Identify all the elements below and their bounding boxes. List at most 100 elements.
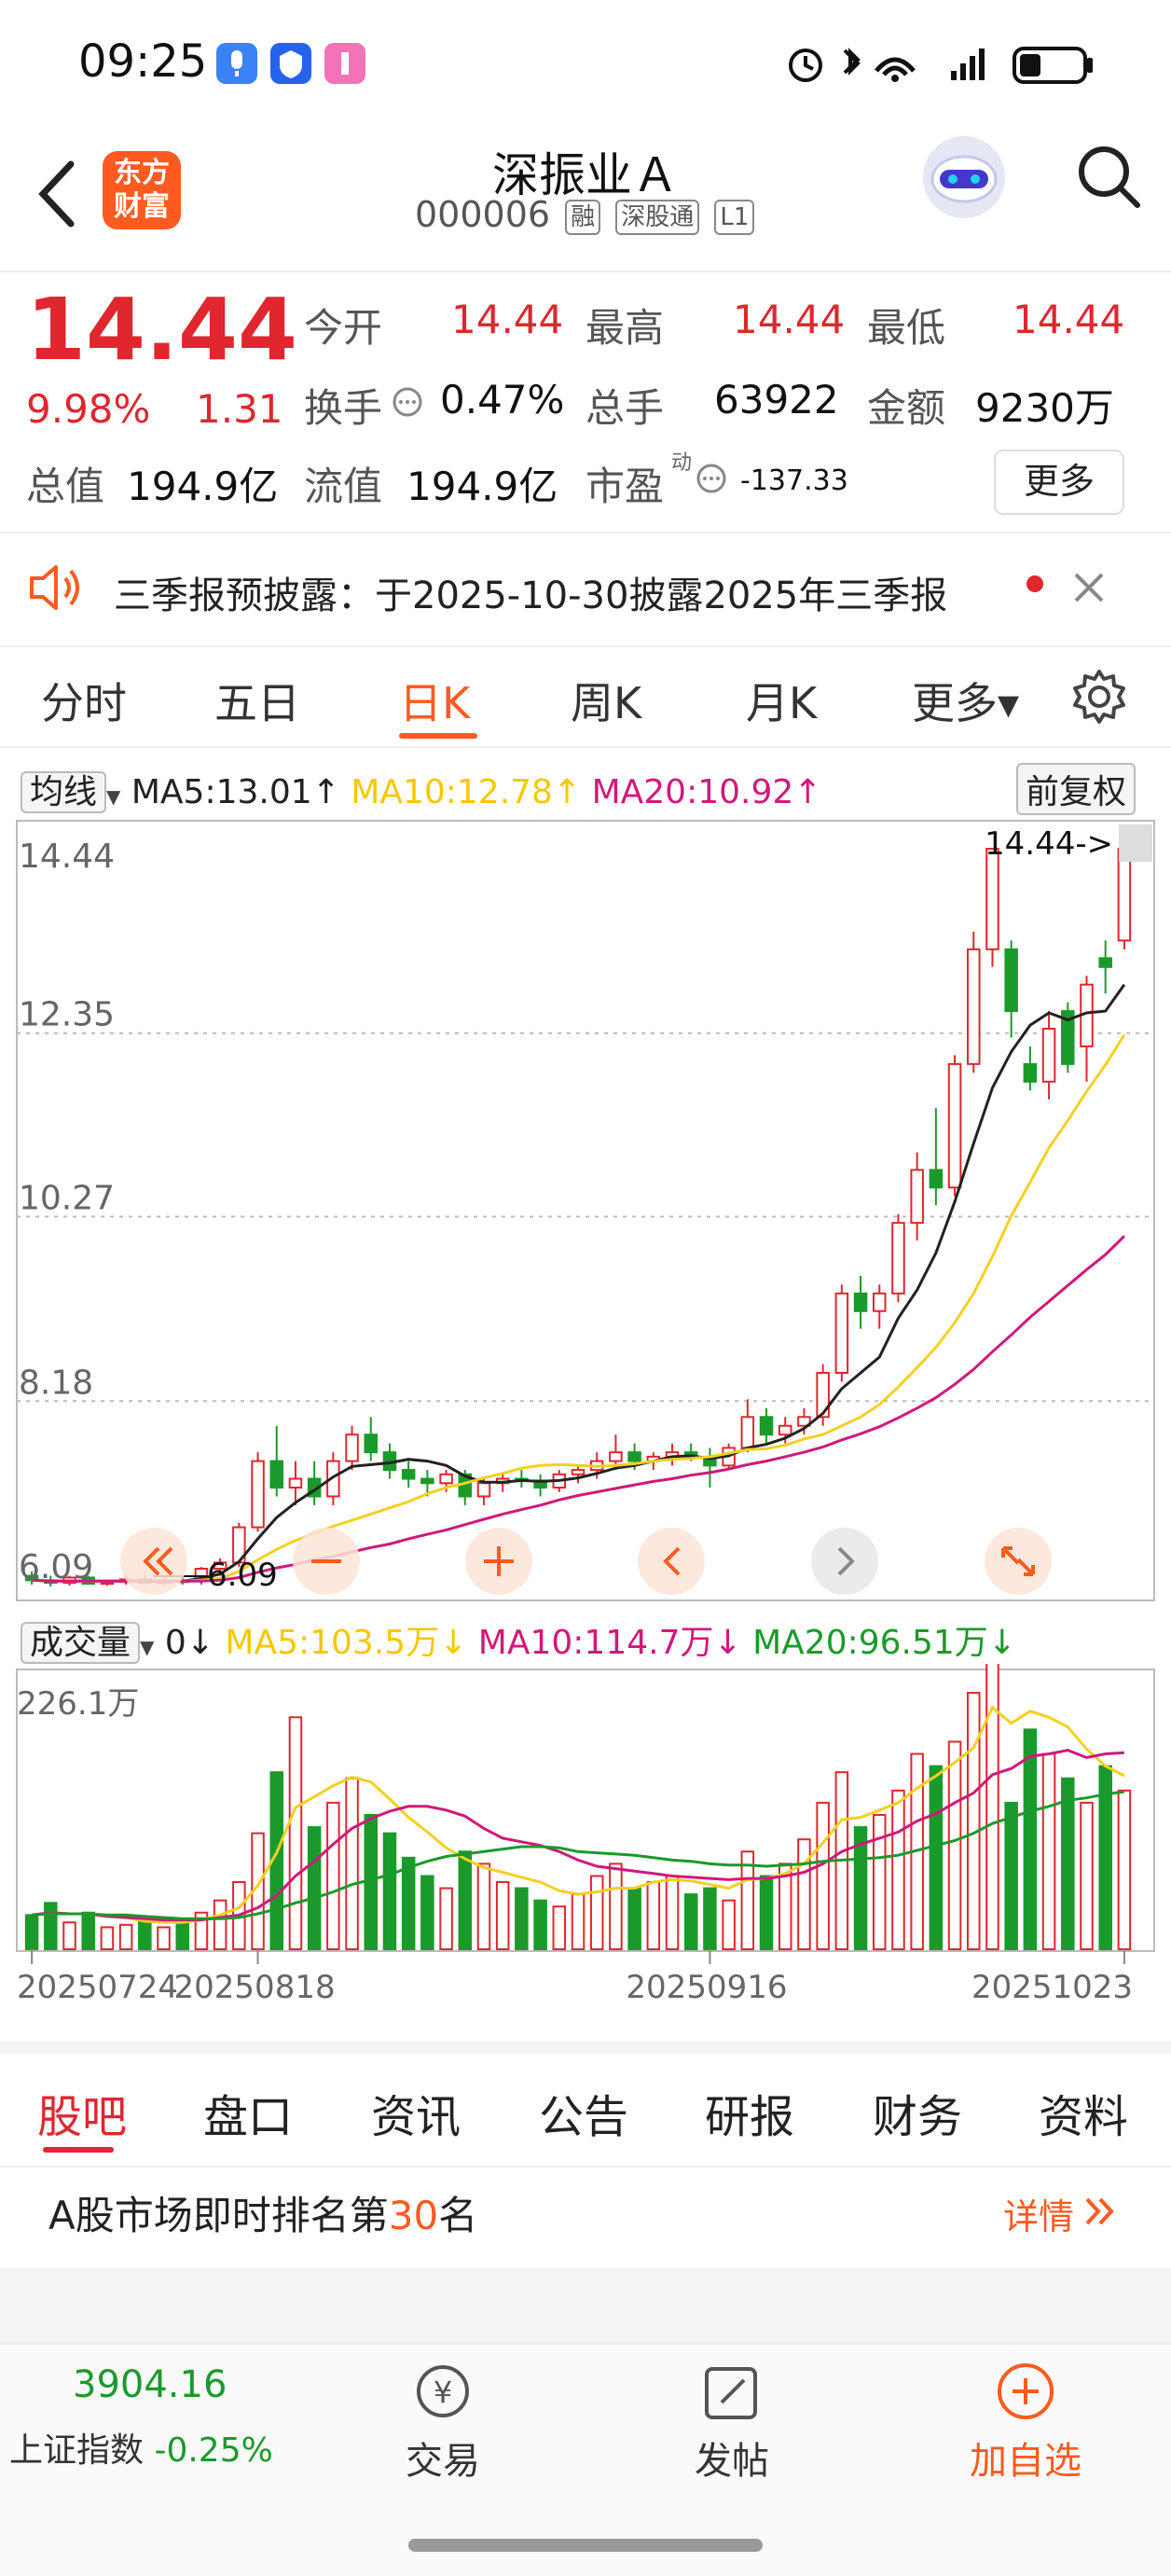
chevron-right-icon <box>837 1546 855 1576</box>
tab-announcement[interactable]: 公告 <box>539 2091 629 2143</box>
vol-ma20-line <box>32 1790 1125 1920</box>
rank-suffix: 名 <box>438 2193 478 2238</box>
high-label: 最高 <box>586 305 665 351</box>
kchart-frame <box>16 820 1155 1601</box>
volume-bar <box>683 1893 698 1950</box>
rank-row[interactable]: A股市场即时排名第30名 详情 <box>0 2154 1171 2266</box>
info-icon[interactable] <box>392 386 423 418</box>
tab-five-day[interactable]: 五日 <box>214 678 300 728</box>
robot-assistant-icon[interactable] <box>917 131 1011 224</box>
low-label: 最低 <box>867 305 946 351</box>
volume-bar <box>24 1914 39 1951</box>
tab-pankou[interactable]: 盘口 <box>203 2091 294 2143</box>
date-label: 20251023 <box>971 1969 1133 2006</box>
tag-level: L1 <box>714 199 755 235</box>
candle-body <box>797 1416 811 1427</box>
pe-info-icon[interactable] <box>696 463 727 494</box>
index-row[interactable]: 上证指数 -0.25% <box>9 2423 273 2472</box>
index-value[interactable]: 3904.16 <box>73 2363 227 2406</box>
volume-value: 63922 <box>714 377 839 422</box>
pe-label: 市盈 <box>586 464 665 509</box>
volume-bar <box>722 1899 736 1950</box>
post-button[interactable]: 发帖 <box>681 2361 783 2485</box>
vol-ma5-legend: MA5:103.5万↓ <box>225 1624 468 1662</box>
add-watchlist-button[interactable]: 加自选 <box>960 2361 1091 2485</box>
volume-bar <box>703 1887 717 1950</box>
vchart-ma-lines <box>31 1705 1125 1924</box>
rank-detail-link[interactable]: 详情 <box>1003 2196 1075 2237</box>
fast-back-button <box>120 1528 187 1595</box>
ma10-line <box>32 1033 1126 1583</box>
turnover-value: 0.47% <box>440 377 565 422</box>
volume-bar <box>118 1923 133 1950</box>
volume-bar <box>515 1887 529 1950</box>
trade-icon: ¥ <box>417 2365 469 2417</box>
candle-body <box>627 1451 641 1462</box>
low-value: 14.44 <box>1013 297 1125 342</box>
candle-body <box>1098 957 1112 968</box>
candle-body <box>872 1292 887 1312</box>
logo-text-line1: 东方 <box>114 157 170 189</box>
vol-ma5-line <box>31 1705 1125 1924</box>
trade-button[interactable]: ¥ 交易 <box>392 2361 494 2485</box>
candlestick-chart[interactable]: 14.44 12.35 10.27 8.18 6.09 14.44-> 6.09 <box>0 811 1171 1604</box>
volume-bar <box>589 1875 604 1950</box>
rank-number: 30 <box>388 2193 439 2238</box>
notice-bar[interactable]: 三季报预披露：于2025-10-30披露2025年三季报 <box>0 532 1171 647</box>
date-label: 20250916 <box>626 1969 787 2006</box>
volume-bar <box>1004 1801 1018 1950</box>
open-value: 14.44 <box>451 297 564 342</box>
ma-legend-row: 均线 ▼ MA5:13.01↑ MA10:12.78↑ MA20:10.92↑ <box>21 765 821 813</box>
volume-selector-caret-icon: ▼ <box>140 1636 155 1658</box>
tab-daily-k[interactable]: 日K <box>399 678 471 728</box>
candle-body <box>816 1371 830 1419</box>
volume-bar <box>740 1850 755 1950</box>
tab-weekly-k[interactable]: 周K <box>571 678 642 728</box>
close-icon[interactable] <box>1070 569 1108 606</box>
tag-connect: 深股通 <box>615 199 700 235</box>
candle-body <box>834 1292 849 1374</box>
volume-bar <box>1061 1777 1075 1951</box>
candle-body <box>251 1460 265 1529</box>
volume-bar <box>213 1899 227 1950</box>
price-tick-label: 8.18 <box>19 1364 93 1402</box>
more-button[interactable]: 更多 <box>994 450 1124 515</box>
volume-selector[interactable]: 成交量 <box>21 1622 141 1664</box>
open-label: 今开 <box>304 305 383 351</box>
index-change: -0.25% <box>154 2431 273 2470</box>
adjust-selector[interactable]: 前复权 <box>1016 763 1137 815</box>
pe-superscript: 动 <box>671 451 693 475</box>
volume-current: 0↓ <box>164 1624 214 1662</box>
ma5-legend: MA5:13.01↑ <box>131 773 340 811</box>
candle-body <box>1004 948 1018 1013</box>
bottom-bar: 3904.16 上证指数 -0.25% ¥ 交易 发帖 加自选 <box>0 2343 1171 2576</box>
search-icon[interactable] <box>1072 140 1147 215</box>
ma20-line <box>32 1235 1125 1583</box>
gear-icon[interactable] <box>1070 668 1128 726</box>
candle-body <box>929 1169 944 1189</box>
notice-dot <box>1026 575 1043 592</box>
tab-more[interactable]: 更多▾ <box>912 678 1020 728</box>
tab-finance[interactable]: 财务 <box>873 2091 963 2143</box>
candle-body <box>740 1416 755 1449</box>
tab-profile[interactable]: 资料 <box>1039 2091 1129 2143</box>
candle-body <box>364 1433 379 1454</box>
candle-body <box>947 1062 962 1189</box>
tab-monthly-k[interactable]: 月K <box>746 678 818 728</box>
volume-bar <box>62 1921 76 1950</box>
candle-body <box>1117 848 1132 942</box>
tab-research[interactable]: 研报 <box>705 2091 795 2143</box>
back-arrow-icon[interactable] <box>34 157 80 231</box>
float-label: 流值 <box>304 464 383 509</box>
post-label: 发帖 <box>695 2440 769 2483</box>
tab-guba[interactable]: 股吧 <box>37 2091 128 2143</box>
volume-bar <box>891 1789 905 1950</box>
tab-news[interactable]: 资讯 <box>371 2091 462 2143</box>
volume-label: 总手 <box>586 385 665 431</box>
ma-selector[interactable]: 均线 <box>21 771 107 813</box>
candle-body <box>910 1169 924 1225</box>
svg-text:¥: ¥ <box>434 2375 452 2410</box>
tab-intraday[interactable]: 分时 <box>41 678 127 728</box>
volume-bar <box>872 1813 887 1950</box>
